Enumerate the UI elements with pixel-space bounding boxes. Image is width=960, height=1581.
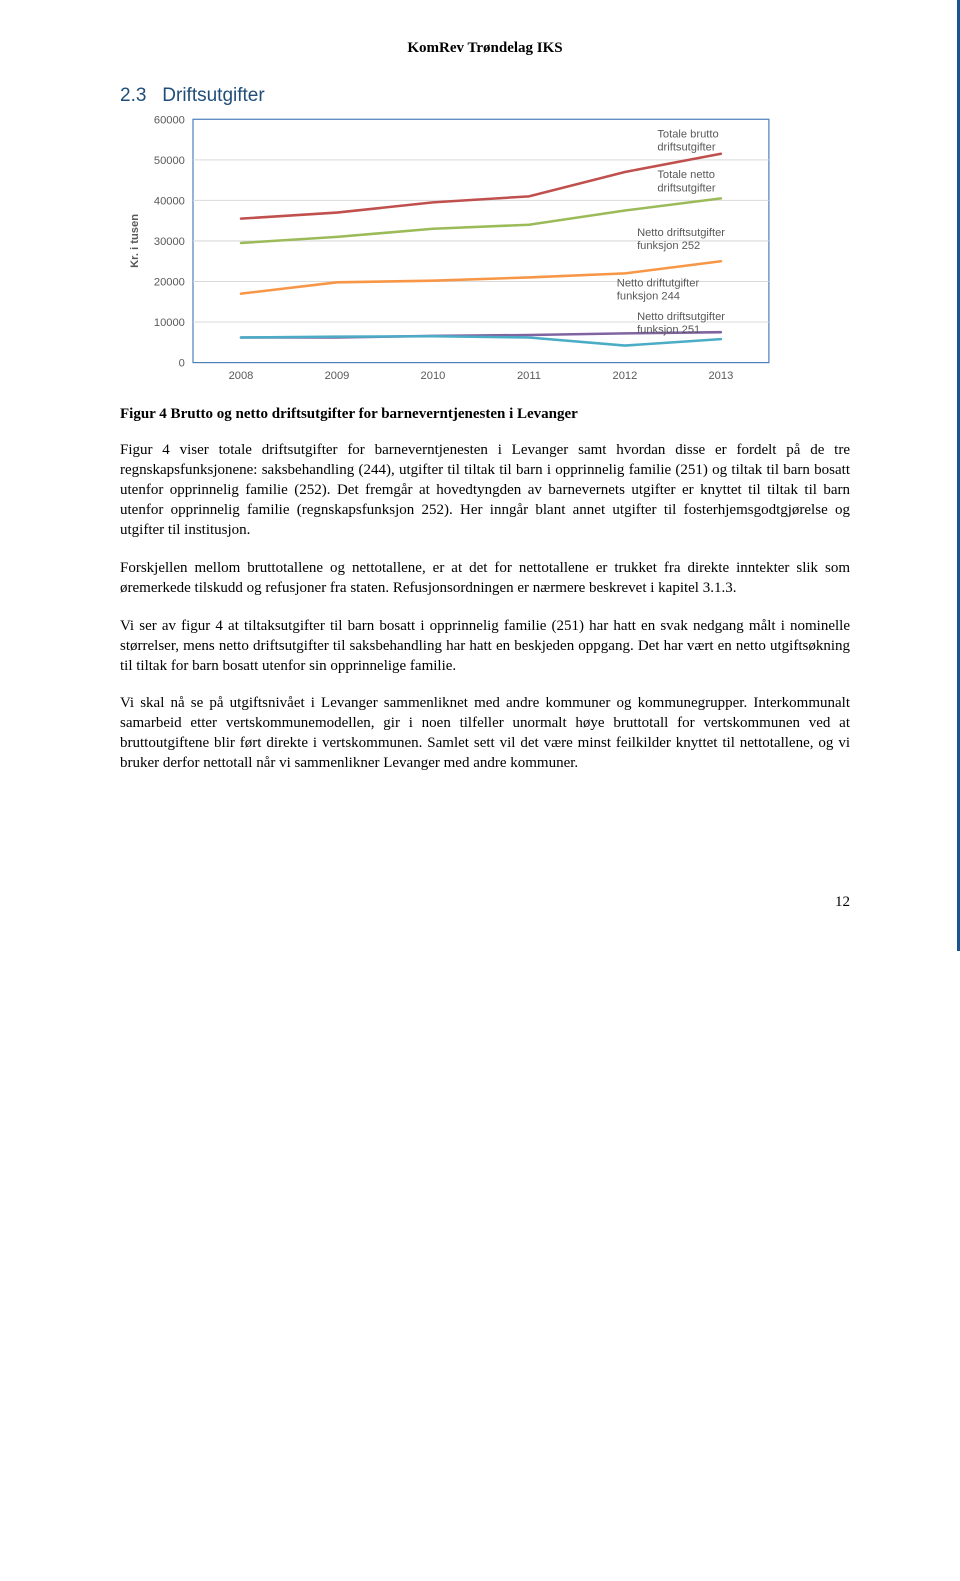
svg-text:Totale netto: Totale netto — [657, 169, 715, 181]
svg-text:Totale brutto: Totale brutto — [657, 129, 718, 141]
svg-text:2008: 2008 — [229, 370, 254, 382]
svg-text:driftsutgifter: driftsutgifter — [657, 142, 715, 154]
svg-text:Netto driftsutgifter: Netto driftsutgifter — [637, 227, 725, 239]
svg-text:50000: 50000 — [154, 155, 185, 167]
svg-text:60000: 60000 — [154, 114, 185, 126]
svg-text:30000: 30000 — [154, 236, 185, 248]
paragraph: Vi ser av figur 4 at tiltaksutgifter til… — [120, 617, 850, 677]
svg-text:funksjon 252: funksjon 252 — [637, 240, 700, 252]
page-header: KomRev Trøndelag IKS — [120, 40, 850, 57]
paragraph: Vi skal nå se på utgiftsnivået i Levange… — [120, 694, 850, 774]
section-title: Driftsutgifter — [162, 85, 264, 106]
section-number: 2.3 — [120, 85, 146, 106]
svg-text:Netto driftsutgifter: Netto driftsutgifter — [637, 311, 725, 323]
paragraph: Figur 4 viser totale driftsutgifter for … — [120, 441, 850, 541]
svg-text:20000: 20000 — [154, 277, 185, 289]
svg-text:40000: 40000 — [154, 195, 185, 207]
svg-text:2013: 2013 — [708, 370, 733, 382]
svg-text:2009: 2009 — [325, 370, 350, 382]
page-number: 12 — [120, 894, 850, 911]
body-text: Figur 4 viser totale driftsutgifter for … — [120, 441, 850, 774]
svg-text:Netto driftutgifter: Netto driftutgifter — [617, 278, 700, 290]
svg-text:2012: 2012 — [613, 370, 638, 382]
svg-text:2011: 2011 — [517, 370, 541, 382]
svg-text:Kr. i tusen: Kr. i tusen — [129, 214, 141, 268]
figure-caption: Figur 4 Brutto og netto driftsutgifter f… — [120, 406, 850, 423]
svg-text:driftsutgifter: driftsutgifter — [657, 182, 715, 194]
paragraph: Forskjellen mellom bruttotallene og nett… — [120, 559, 850, 599]
svg-text:funksjon 244: funksjon 244 — [617, 291, 680, 303]
svg-text:2010: 2010 — [421, 370, 446, 382]
line-chart: 0 10000 20000 30000 40000 50000 60000 2008 2009 2… — [120, 99, 850, 398]
svg-text:0: 0 — [179, 358, 185, 370]
svg-text:10000: 10000 — [154, 317, 185, 329]
svg-text:funksjon 251: funksjon 251 — [637, 324, 700, 336]
chart-svg: 0 10000 20000 30000 40000 50000 60000 2008 2009 2… — [120, 99, 850, 398]
